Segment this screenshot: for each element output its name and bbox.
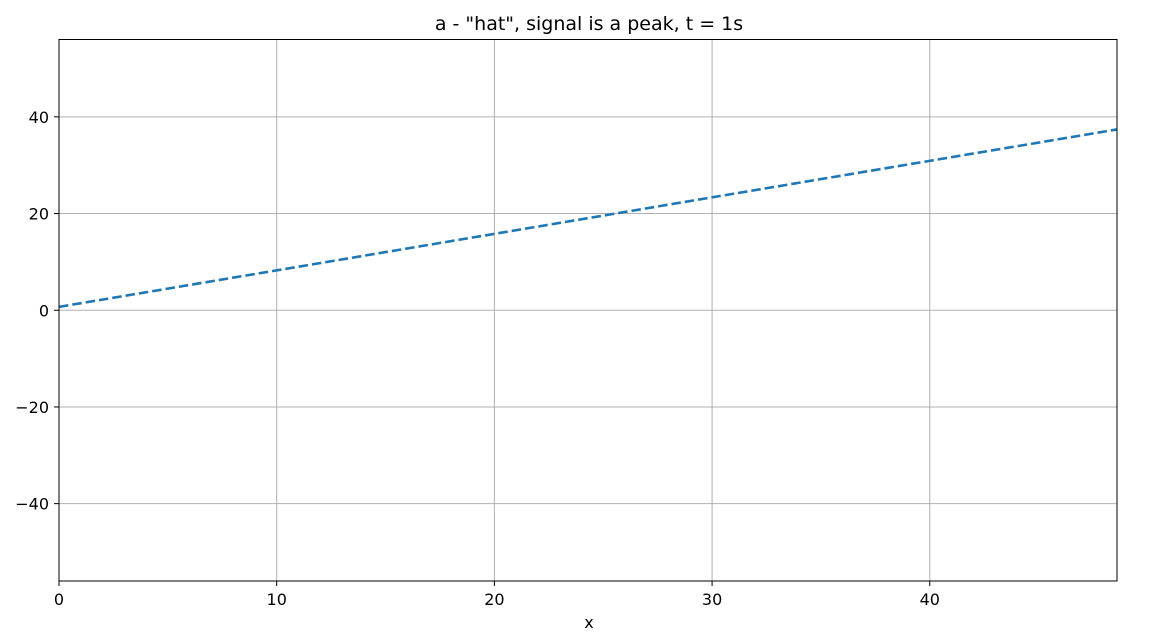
x-tick-label: 30 [702, 590, 722, 609]
y-tick-label: 20 [29, 205, 49, 224]
series-line [58, 128, 1118, 309]
x-tick-label: 0 [54, 590, 64, 609]
series-layer [58, 128, 1118, 309]
x-tick-label: 20 [484, 590, 504, 609]
x-tick-label: 10 [267, 590, 287, 609]
x-axis-label: x [584, 613, 593, 632]
chart-title: a - "hat", signal is a peak, t = 1s [435, 13, 743, 35]
y-tick-label: −40 [15, 495, 49, 514]
y-tick-label: −20 [15, 398, 49, 417]
y-tick-label: 0 [39, 301, 49, 320]
x-axis: 0 10 20 30 40 [54, 581, 940, 609]
y-tick-label: 40 [29, 108, 49, 127]
x-tick-label: 40 [920, 590, 940, 609]
y-axis: −40 −20 0 20 40 [15, 108, 59, 514]
grid [58, 39, 1117, 581]
